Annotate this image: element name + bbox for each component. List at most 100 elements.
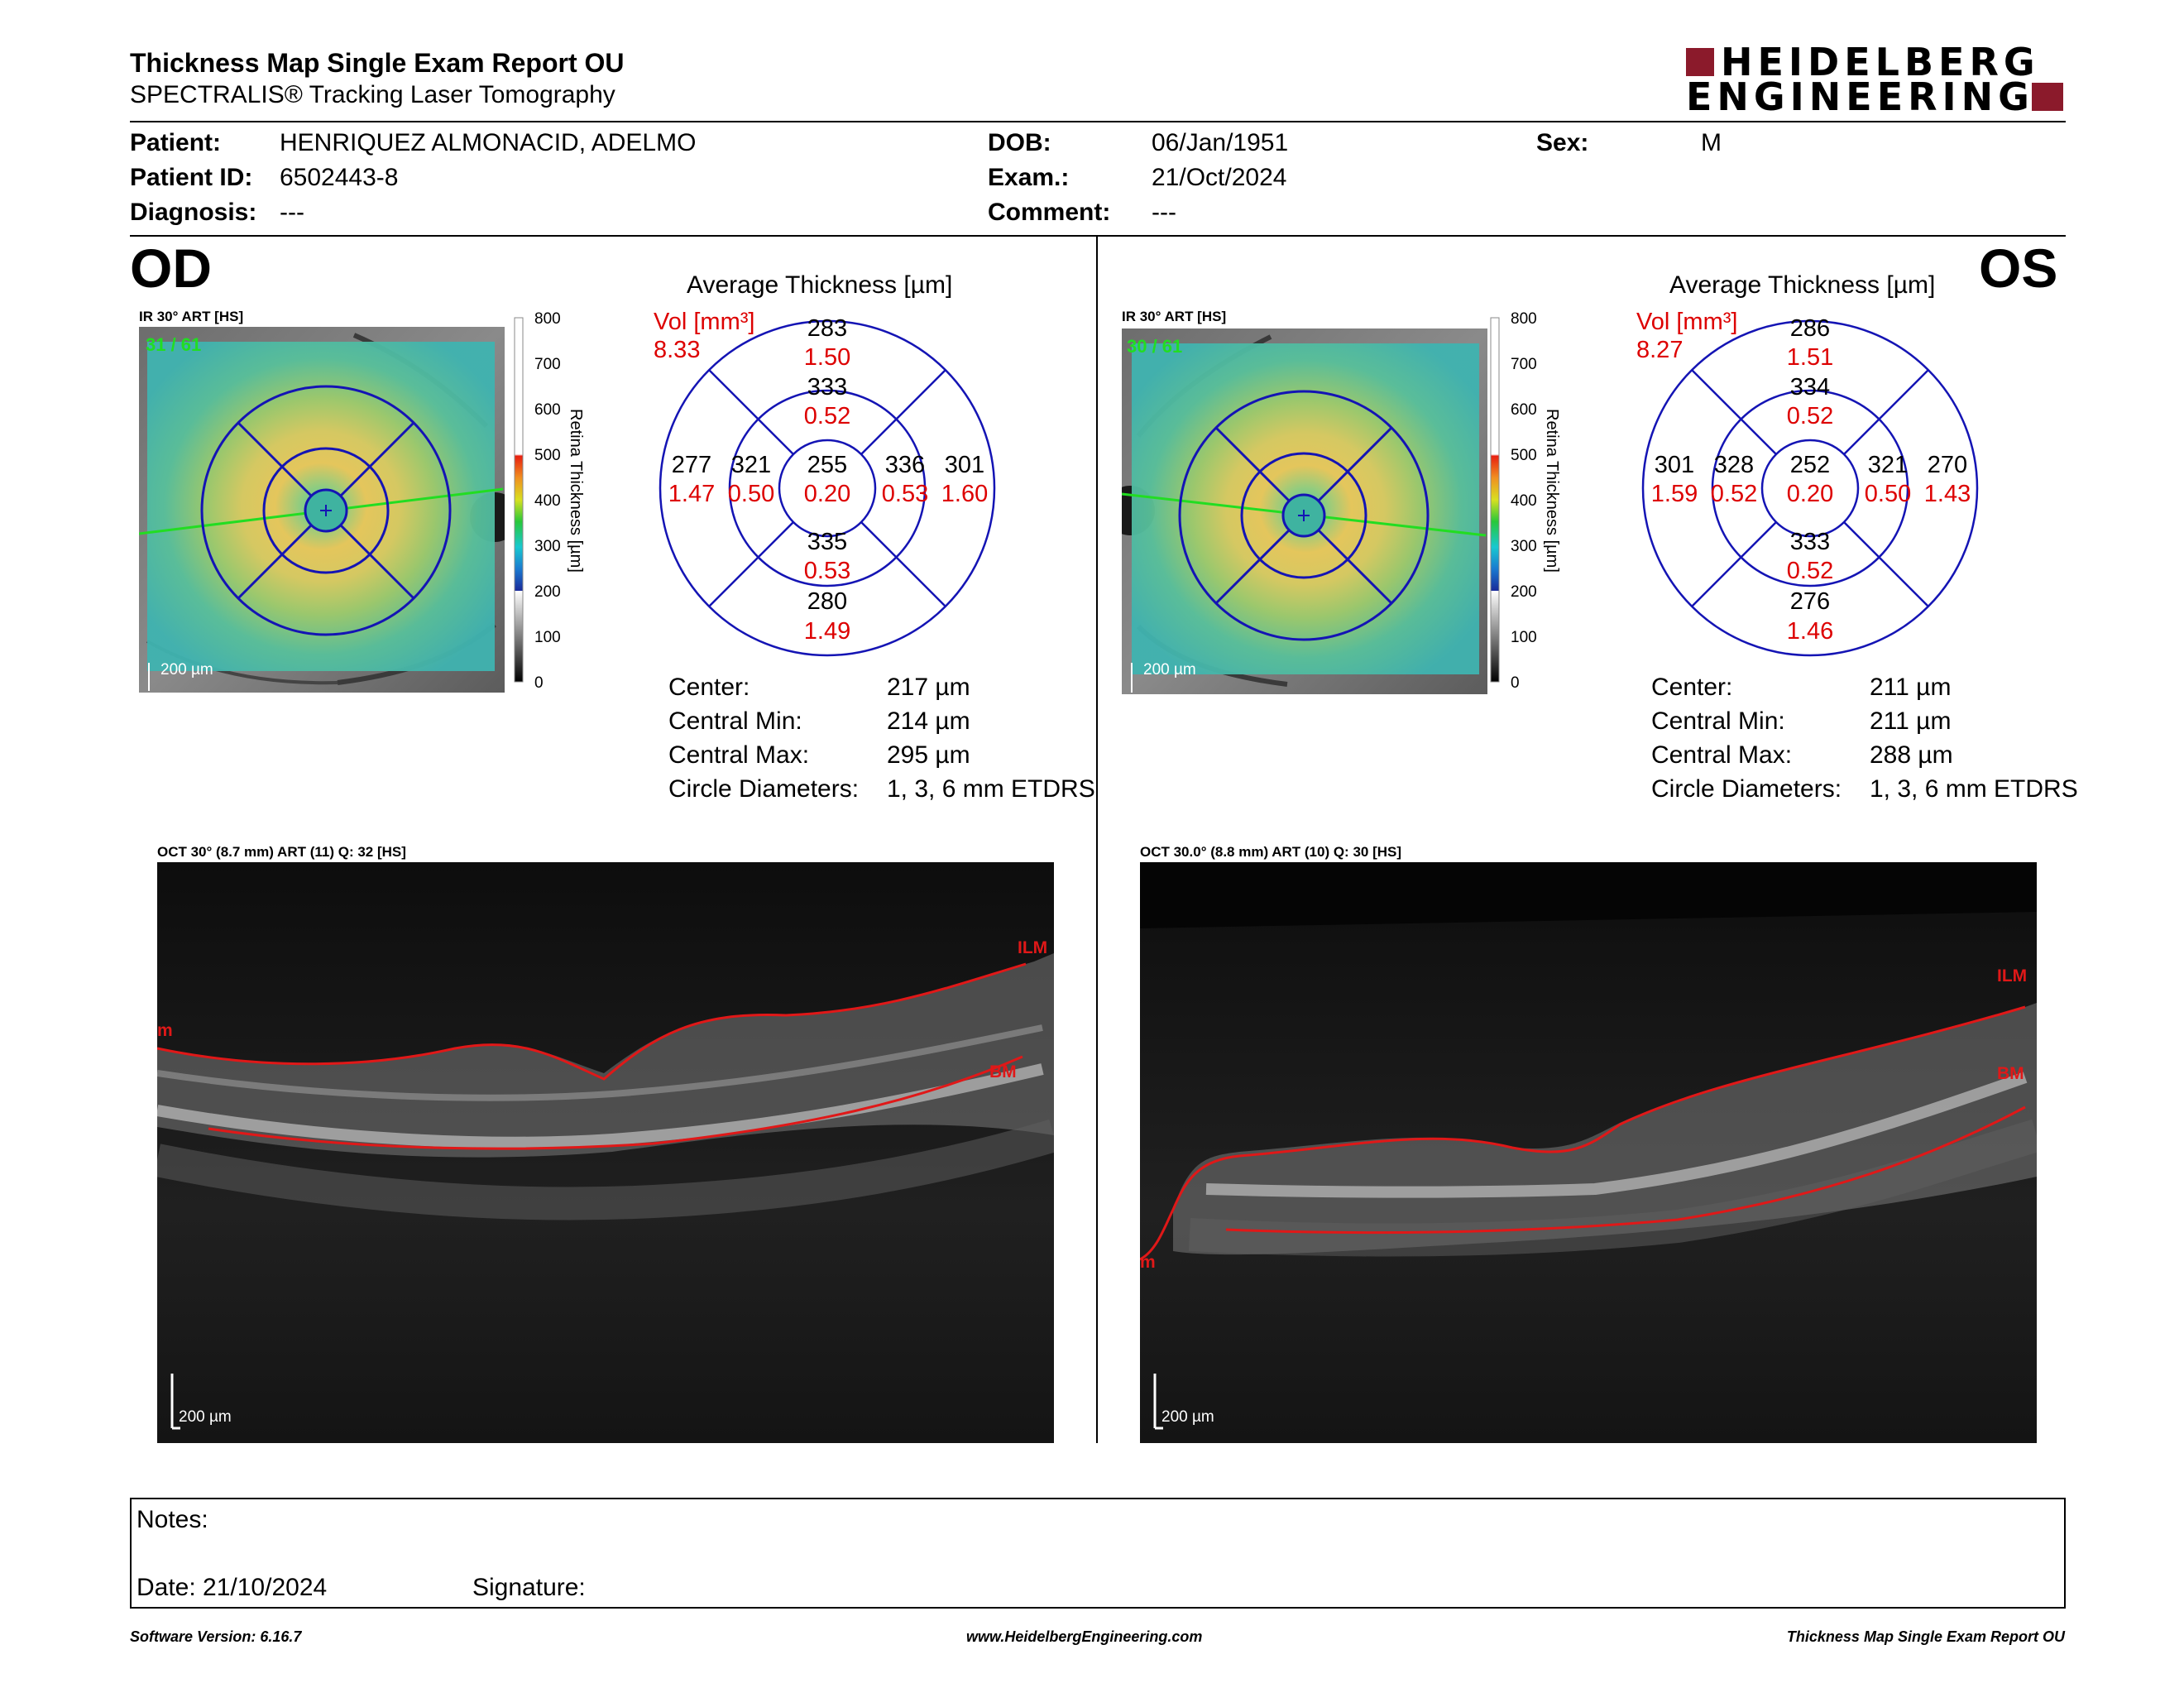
os-outer-right-volume: 1.43 <box>1924 481 1971 507</box>
od-ir-caption: IR 30° ART [HS] <box>139 309 244 324</box>
os-center-label: Center: <box>1651 674 1733 701</box>
os-oct-bscan: ILM BM m 200 µm <box>1140 862 2037 1443</box>
colorbar-tick: 600 <box>1511 401 1537 419</box>
os-stats-labels: Center: Central Min: Central Max: Circle… <box>1651 670 1842 806</box>
od-center-volume: 0.20 <box>804 481 850 507</box>
od-colorbar-label: Retina Thickness [µm] <box>567 409 585 573</box>
os-vol-total: 8.27 <box>1636 337 1684 363</box>
colorbar-tick: 100 <box>1511 629 1537 646</box>
patient-name: HENRIQUEZ ALMONACID, ADELMO <box>280 129 697 156</box>
logo-line-2: ENGINEERING <box>1686 74 2034 119</box>
od-central-max-label: Central Max: <box>668 741 810 769</box>
patient-divider <box>130 235 2066 237</box>
os-colorbar-label: Retina Thickness [µm] <box>1543 409 1561 573</box>
os-ilm-label: ILM <box>1997 966 2027 985</box>
colorbar-tick: 800 <box>534 310 561 328</box>
os-etdrs-grid: 286 1.51 334 0.52 252 0.20 328 0.52 321 … <box>1641 315 1979 657</box>
os-ilm-left-label: m <box>1140 1253 1156 1272</box>
colorbar-tick: 300 <box>534 538 561 555</box>
os-avg-title: Average Thickness [µm] <box>1669 271 1936 299</box>
os-outer-left-volume: 1.59 <box>1651 481 1698 507</box>
od-outer-sup-volume: 1.50 <box>804 344 850 371</box>
os-vol-label: Vol [mm³] <box>1636 309 1738 335</box>
os-inner-inf-volume: 0.52 <box>1787 558 1833 584</box>
od-outer-inf-thickness: 280 <box>807 588 847 615</box>
dob-value: 06/Jan/1951 <box>1152 129 1289 156</box>
od-circle-diameters-label: Circle Diameters: <box>668 775 860 803</box>
sex-label: Sex: <box>1536 129 1589 156</box>
heidelberg-logo: HEIDELBERG ENGINEERING <box>1686 40 2067 119</box>
od-stats-labels: Center: Central Min: Central Max: Circle… <box>668 670 859 806</box>
os-inner-right-volume: 0.50 <box>1865 481 1911 507</box>
os-colorbar: 800 700 600 500 400 300 200 100 0 Retina… <box>1490 310 1561 692</box>
header-divider <box>130 121 2066 122</box>
od-central-max-value: 295 µm <box>887 741 970 769</box>
report-subtitle: SPECTRALIS® Tracking Laser Tomography <box>130 81 615 108</box>
patient-id: 6502443-8 <box>280 164 399 191</box>
od-fundus-thickness-map: 31 / 61 200 µm <box>139 327 505 693</box>
os-circle-diameters-label: Circle Diameters: <box>1651 775 1842 803</box>
comment-value: --- <box>1152 199 1176 226</box>
colorbar-tick: 400 <box>1511 492 1537 510</box>
os-outer-sup-thickness: 286 <box>1790 315 1830 342</box>
od-outer-left-thickness: 277 <box>672 452 711 478</box>
notes-box[interactable]: Notes: Date: 21/10/2024 Signature: <box>130 1498 2066 1609</box>
os-center-value: 211 µm <box>1870 674 1952 701</box>
os-central-min-label: Central Min: <box>1651 707 1785 735</box>
os-oct-scale: 200 µm <box>1161 1408 1214 1426</box>
od-central-min-label: Central Min: <box>668 707 802 735</box>
od-outer-right-thickness: 301 <box>945 452 984 478</box>
od-avg-title: Average Thickness [µm] <box>687 271 953 299</box>
os-central-max-value: 288 µm <box>1870 741 1953 769</box>
patient-label: Patient: <box>130 129 222 156</box>
od-oct-bscan: ILM BM m 200 µm <box>157 862 1054 1443</box>
od-central-min-value: 214 µm <box>887 707 970 735</box>
dob-label: DOB: <box>988 129 1051 156</box>
colorbar-tick: 500 <box>1511 447 1537 464</box>
sex-value: M <box>1701 129 1722 156</box>
eye-label-os: OS <box>1979 237 2058 299</box>
logo-square-icon <box>1686 48 1714 76</box>
od-outer-sup-thickness: 283 <box>807 315 847 342</box>
colorbar-tick: 700 <box>1511 356 1537 373</box>
os-ir-scale: 200 µm <box>1143 661 1196 679</box>
od-outer-inf-volume: 1.49 <box>804 618 850 645</box>
os-outer-left-thickness: 301 <box>1655 452 1694 478</box>
od-volume-block: Vol [mm³] 8.33 <box>654 308 754 364</box>
patient-id-label: Patient ID: <box>130 164 253 191</box>
od-inner-right-volume: 0.53 <box>882 481 928 507</box>
colorbar-tick: 200 <box>1511 583 1537 601</box>
colorbar-tick: 500 <box>534 447 561 464</box>
exam-label: Exam.: <box>988 164 1070 191</box>
os-ir-count: 30 / 61 <box>1127 336 1182 357</box>
od-inner-left-thickness: 321 <box>731 452 771 478</box>
os-inner-right-thickness: 321 <box>1868 452 1908 478</box>
notes-label: Notes: <box>136 1506 208 1533</box>
logo-square-icon <box>2032 83 2063 111</box>
os-outer-inf-volume: 1.46 <box>1787 618 1833 645</box>
od-oct-scale: 200 µm <box>179 1408 232 1426</box>
os-bm-label: BM <box>1997 1064 2024 1083</box>
colorbar-tick: 600 <box>534 401 561 419</box>
report-title: Thickness Map Single Exam Report OU <box>130 48 625 78</box>
diagnosis-value: --- <box>280 199 304 226</box>
website-link[interactable]: www.HeidelbergEngineering.com <box>966 1628 1203 1645</box>
os-inner-inf-thickness: 333 <box>1790 529 1830 555</box>
colorbar-tick: 0 <box>1511 674 1520 692</box>
od-colorbar: 800 700 600 500 400 300 200 100 0 Retina… <box>514 310 585 692</box>
colorbar-tick: 300 <box>1511 538 1537 555</box>
os-volume-block: Vol [mm³] 8.27 <box>1636 308 1737 364</box>
signature-label: Signature: <box>472 1574 586 1601</box>
os-ir-caption: IR 30° ART [HS] <box>1122 309 1227 324</box>
colorbar-tick: 700 <box>534 356 561 373</box>
diagnosis-label: Diagnosis: <box>130 199 257 226</box>
od-inner-left-volume: 0.50 <box>728 481 774 507</box>
od-ilm-left-label: m <box>157 1021 173 1040</box>
od-inner-inf-volume: 0.53 <box>804 558 850 584</box>
logo-line-1: HEIDELBERG <box>1721 40 2040 84</box>
eye-divider <box>1096 237 1098 1443</box>
od-ir-count: 31 / 61 <box>146 334 201 355</box>
os-center-thickness: 252 <box>1790 452 1830 478</box>
od-inner-inf-thickness: 335 <box>807 529 847 555</box>
colorbar-tick: 200 <box>534 583 561 601</box>
